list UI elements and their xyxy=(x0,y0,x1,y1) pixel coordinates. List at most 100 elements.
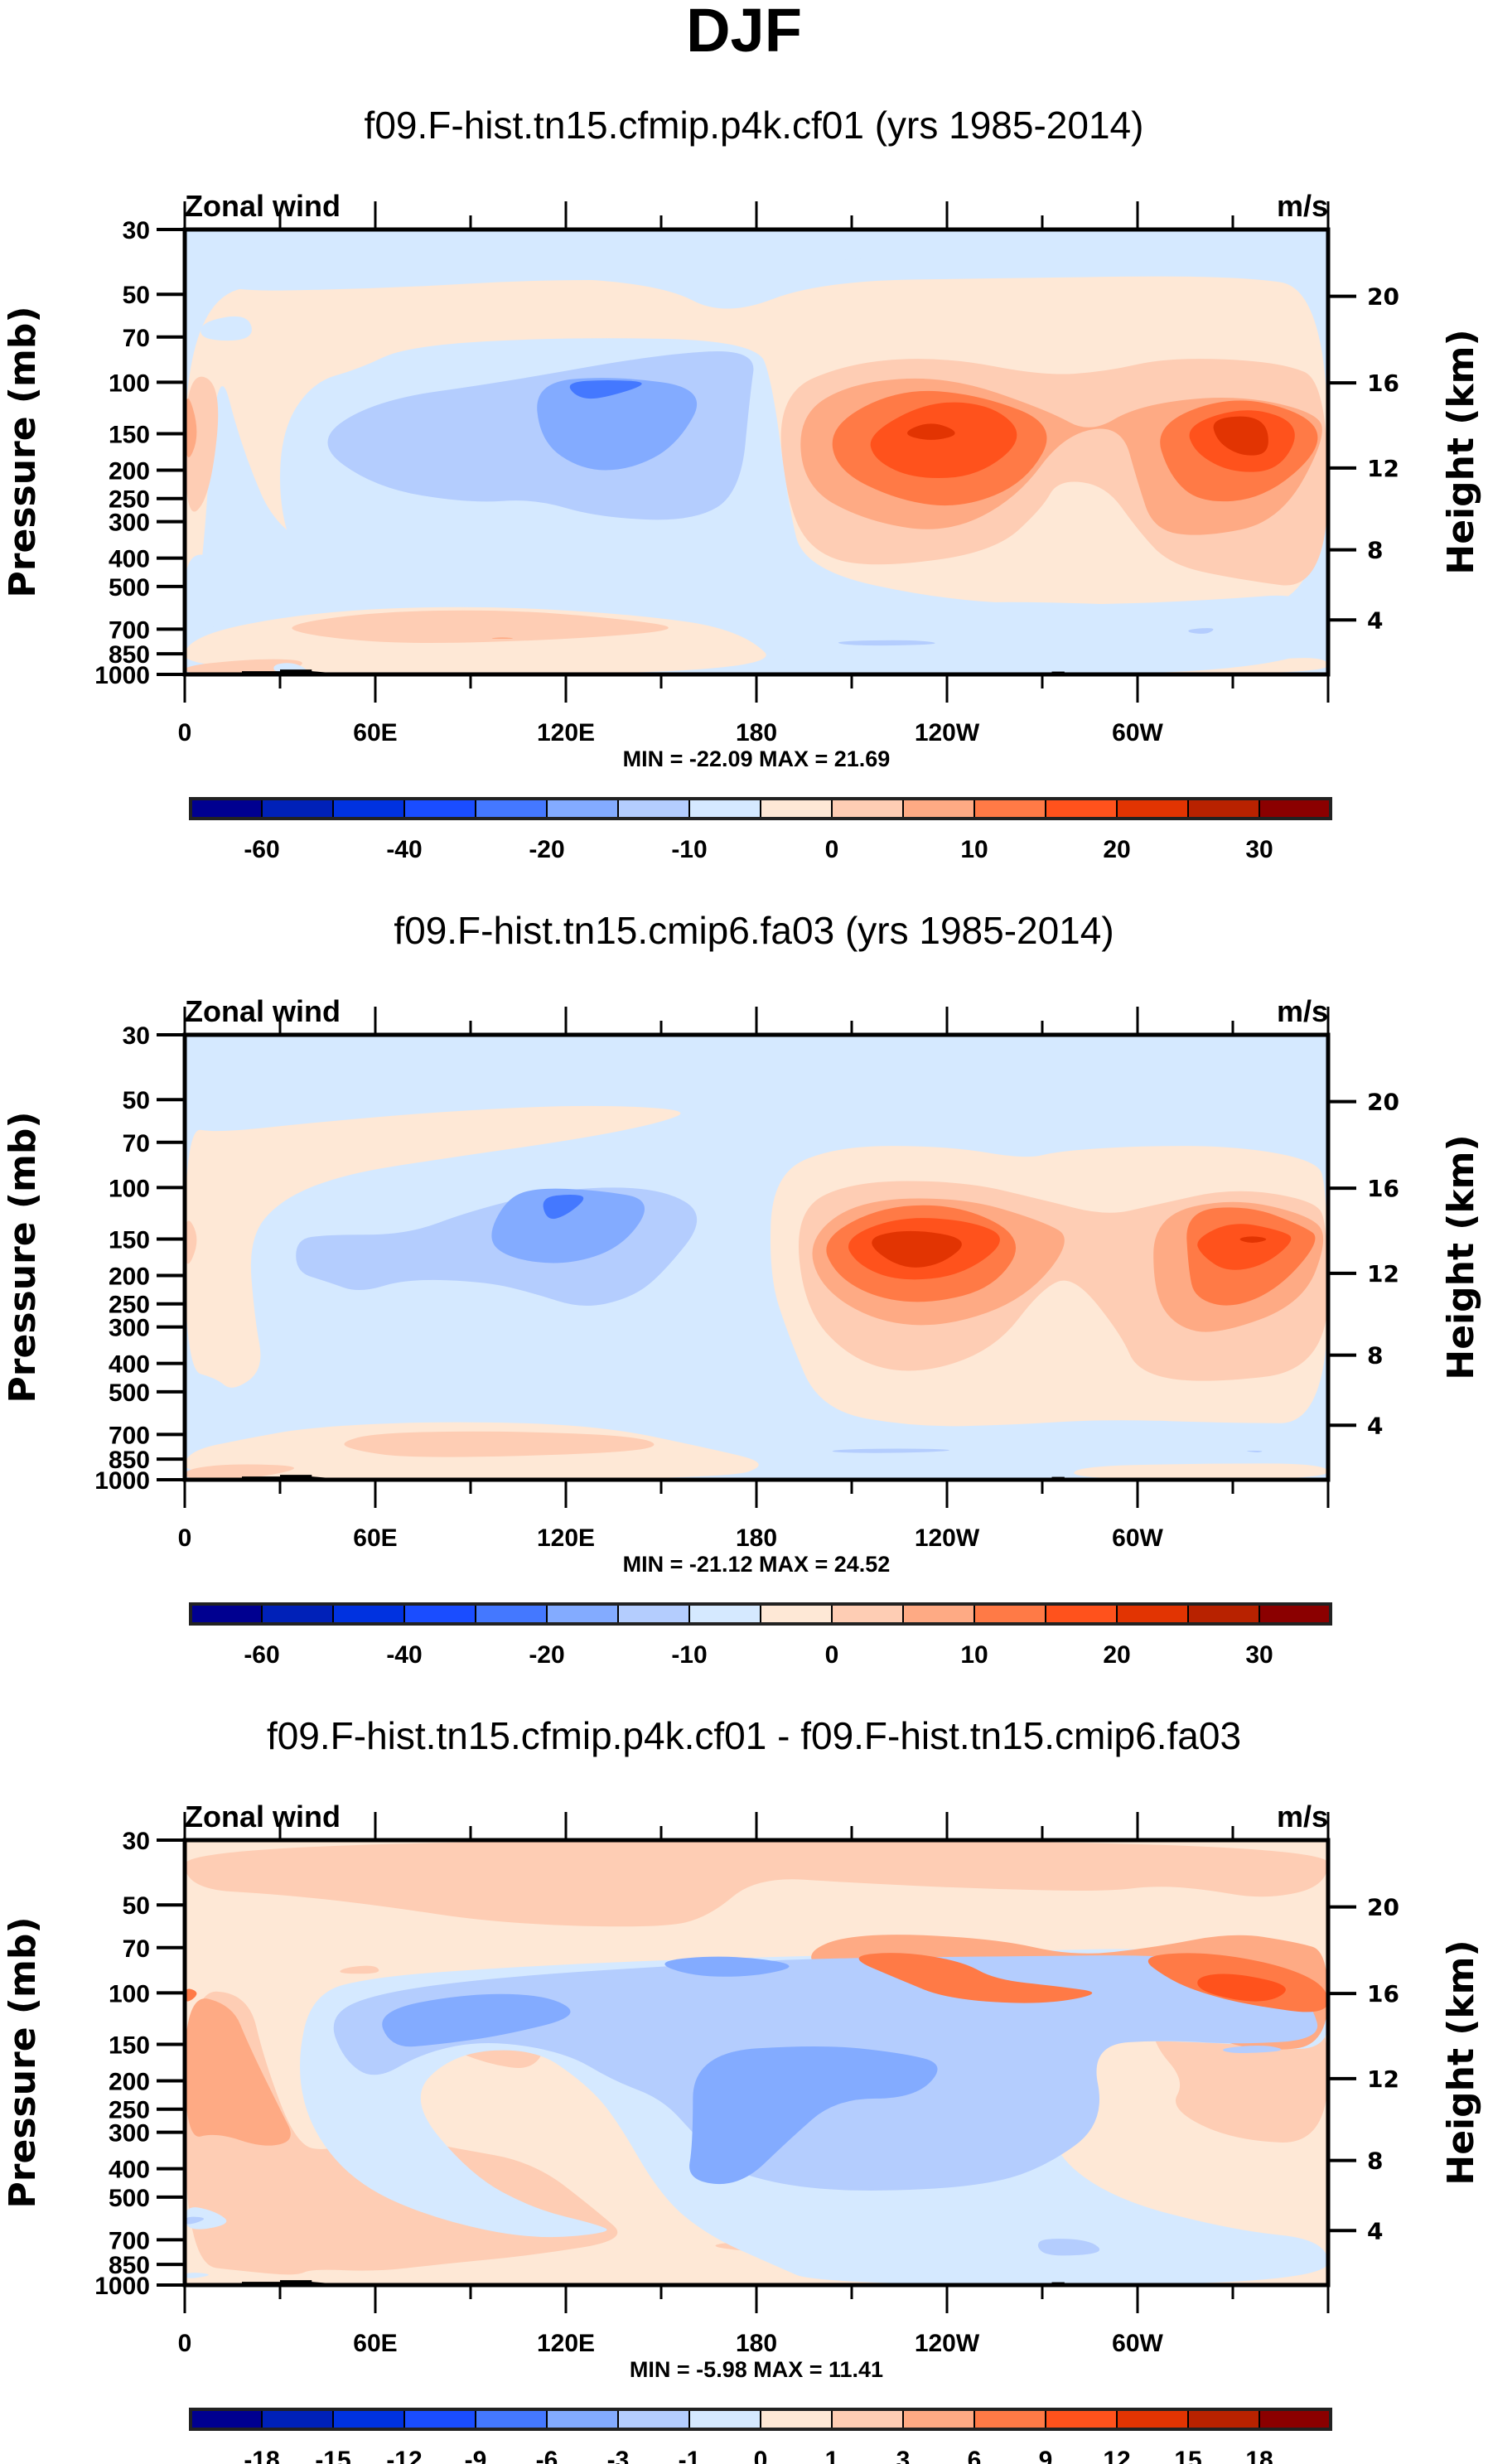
x-tick-label: 120E xyxy=(537,1524,595,1552)
colorbar-box xyxy=(760,2408,833,2430)
colorbar-label: 1 xyxy=(825,2447,839,2464)
plot-area xyxy=(185,1840,1328,2285)
colorbar-box xyxy=(261,798,334,819)
contour-region-level-neg5 xyxy=(185,229,1328,291)
x-tick-label: 60E xyxy=(353,719,397,746)
colorbar-label: 0 xyxy=(825,836,839,863)
right-string: m/s xyxy=(1277,1800,1328,1834)
colorbar-label: -3 xyxy=(607,2447,630,2464)
contour-region-level-25 xyxy=(1239,1236,1267,1243)
colorbar-box xyxy=(1116,798,1189,819)
x-tick-label: 180 xyxy=(736,1524,777,1552)
colorbar-box xyxy=(546,2408,619,2430)
colorbar-box xyxy=(831,2408,904,2430)
y-tick-label: 150 xyxy=(109,1226,150,1254)
colorbar-box xyxy=(831,1603,904,1625)
y2-tick-label: 8 xyxy=(1367,537,1383,564)
y2-tick-label: 16 xyxy=(1367,1980,1399,2007)
x-tick-label: 180 xyxy=(736,719,777,746)
colorbar-box xyxy=(261,1603,334,1625)
colorbar-label: -15 xyxy=(315,2447,350,2464)
y-tick-label: 400 xyxy=(109,546,150,573)
contour-region-level-6 xyxy=(185,1988,197,2002)
contour-region-level-10 xyxy=(491,637,514,639)
y2-tick-label: 4 xyxy=(1367,606,1383,634)
left-string: Zonal wind xyxy=(185,994,341,1028)
colorbar: -60 -40 -20 -10 0 10 20 30 xyxy=(189,797,1332,863)
x-tick-label: 120E xyxy=(537,2330,595,2357)
y-tick-label: 200 xyxy=(109,2069,150,2096)
y-tick-label: 200 xyxy=(109,458,150,486)
y-tick-label: 500 xyxy=(109,574,150,602)
contour-region-level-neg10 xyxy=(1188,628,1214,634)
contour-region-level-3 xyxy=(185,1998,291,2146)
x-tick-label: 60E xyxy=(353,1524,397,1552)
colorbar-box xyxy=(617,1603,690,1625)
colorbar-label: -18 xyxy=(244,2447,279,2464)
y-tick-label: 70 xyxy=(123,1935,150,1963)
contour-region-level-5 xyxy=(344,1431,655,1457)
colorbar-box xyxy=(617,798,690,819)
x-tick-label: 60E xyxy=(353,2330,397,2357)
y-tick-label: 150 xyxy=(109,2032,150,2059)
right-string: m/s xyxy=(1277,189,1328,223)
colorbar-box xyxy=(1259,2408,1331,2430)
contour-region-level-neg10 xyxy=(832,1448,949,1453)
colorbar-box xyxy=(332,2408,405,2430)
colorbar-box xyxy=(831,798,904,819)
contour-region-level-10 xyxy=(185,398,197,457)
y-tick-label: 1000 xyxy=(94,1467,150,1495)
colorbar-box xyxy=(546,798,619,819)
contour-region-level-9 xyxy=(1197,1974,1286,2002)
colorbar-label: 0 xyxy=(754,2447,768,2464)
colorbar-box xyxy=(475,798,548,819)
contour-region-level-1 xyxy=(340,1965,379,1974)
colorbar-label: -40 xyxy=(386,836,422,863)
panel-2: f09.F-hist.tn15.cmip6.fa03 (yrs 1985-201… xyxy=(2,909,1482,1669)
colorbar-label: -40 xyxy=(386,1641,422,1669)
y2-tick-label: 4 xyxy=(1367,2217,1383,2244)
x-tick-label: 0 xyxy=(178,1524,192,1552)
x-tick-label: 0 xyxy=(178,2330,192,2357)
contour-region-level-20 xyxy=(1197,1224,1292,1270)
colorbar-label: 20 xyxy=(1103,1641,1130,1669)
x-tick-label: 120W xyxy=(915,1524,980,1552)
y2-tick-label: 12 xyxy=(1367,455,1399,482)
contour-region-level-neg3 xyxy=(185,2216,204,2225)
contour-region-level-neg5 xyxy=(185,554,242,630)
panel-title: f09.F-hist.tn15.cfmip.p4k.cf01 (yrs 1985… xyxy=(365,104,1144,147)
y-tick-label: 850 xyxy=(109,641,150,669)
colorbar-box xyxy=(1259,1603,1331,1625)
colorbar-box xyxy=(760,1603,833,1625)
colorbar-box xyxy=(546,1603,619,1625)
colorbar-box xyxy=(332,798,405,819)
left-string: Zonal wind xyxy=(185,1800,341,1834)
y-axis-title: Pressure (mb) xyxy=(2,307,44,598)
colorbar-label: -10 xyxy=(671,836,707,863)
x-tick-label: 0 xyxy=(178,719,192,746)
colorbar: -60 -40 -20 -10 0 10 20 30 xyxy=(189,1602,1332,1669)
contour-region-level-0 xyxy=(1074,1463,1328,1480)
y2-tick-label: 16 xyxy=(1367,1175,1399,1202)
contour-region-level-neg15 xyxy=(537,378,698,471)
colorbar-box xyxy=(973,1603,1046,1625)
colorbar-label: -9 xyxy=(465,2447,487,2464)
y-tick-label: 30 xyxy=(123,1828,150,1855)
contour-region-level-neg1 xyxy=(185,2207,227,2230)
colorbar-box xyxy=(261,2408,334,2430)
y-tick-label: 50 xyxy=(123,1892,150,1920)
y-tick-label: 700 xyxy=(109,2227,150,2254)
y-tick-label: 1000 xyxy=(94,2273,150,2300)
colorbar-box xyxy=(190,798,263,819)
y-tick-label: 50 xyxy=(123,1087,150,1114)
y-tick-label: 70 xyxy=(123,1130,150,1157)
min-max-label: MIN = -21.12 MAX = 24.52 xyxy=(623,1552,891,1577)
contour-region-level-neg6 xyxy=(664,1956,790,1977)
y-tick-label: 500 xyxy=(109,2185,150,2212)
colorbar-box xyxy=(902,1603,975,1625)
contour-region-level-neg10 xyxy=(1247,1450,1263,1452)
colorbar-frame xyxy=(189,1602,1332,1626)
colorbar-box xyxy=(475,2408,548,2430)
contour-region-level-neg6 xyxy=(689,2046,938,2185)
